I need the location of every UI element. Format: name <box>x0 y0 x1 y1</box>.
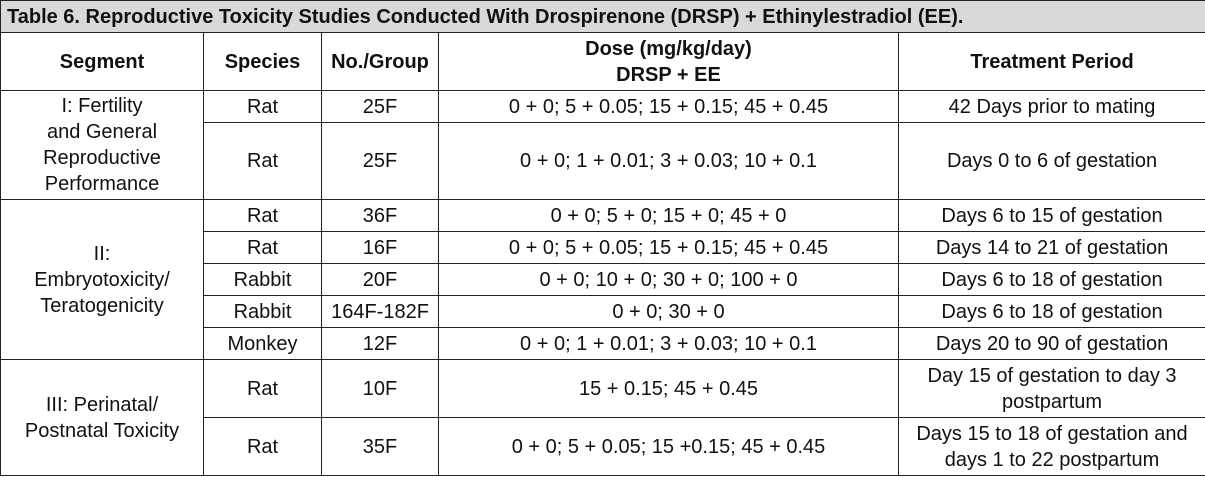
segment-cell-2: II: Embryotoxicity/Teratogenicity <box>0 199 204 360</box>
period-cell: Days 6 to 18 of gestation <box>897 263 1205 296</box>
species-cell: Rat <box>203 199 322 232</box>
segment-3-line: III: Perinatal/ <box>45 393 159 416</box>
table-row: Rat 35F 0 + 0; 5 + 0.05; 15 +0.15; 45 + … <box>1 417 1205 476</box>
period-line: days 1 to 22 postpartum <box>944 448 1160 471</box>
group-cell: 36F <box>321 199 439 232</box>
table-row: Monkey 12F 0 + 0; 1 + 0.01; 3 + 0.03; 10… <box>1 327 1205 360</box>
table-row: II: Embryotoxicity/Teratogenicity Rat 36F… <box>0 199 1205 360</box>
period-line: postpartum <box>1001 390 1103 413</box>
dose-cell: 0 + 0; 10 + 0; 30 + 0; 100 + 0 <box>438 263 899 296</box>
dose-cell: 0 + 0; 30 + 0 <box>438 295 899 328</box>
group-cell: 12F <box>321 327 439 360</box>
segment-cell-3: III: Perinatal/Postnatal Toxicity <box>0 359 204 476</box>
reproductive-toxicity-table: Table 6. Reproductive Toxicity Studies C… <box>0 0 1205 476</box>
dose-cell: 0 + 0; 5 + 0.05; 15 +0.15; 45 + 0.45 <box>438 417 899 476</box>
segment-2-line: Embryotoxicity/ <box>34 268 170 291</box>
header-segment: Segment <box>0 32 204 91</box>
period-cell: 42 Days prior to mating <box>897 90 1205 123</box>
header-row: Segment Species No./Group Dose (mg/kg/da… <box>0 32 1205 91</box>
table-row: Rat 16F 0 + 0; 5 + 0.05; 15 + 0.15; 45 +… <box>1 231 1205 264</box>
dose-cell: 15 + 0.15; 45 + 0.45 <box>438 359 899 418</box>
header-dose-line1: Dose (mg/kg/day) <box>585 37 752 60</box>
group-cell: 25F <box>321 90 439 123</box>
segment-1-line: Performance <box>44 173 160 195</box>
dose-cell: 0 + 0; 1 + 0.01; 3 + 0.03; 10 + 0.1 <box>438 327 899 360</box>
segment-1-line: I: Fertility <box>61 95 143 117</box>
table-row: Rat 25F 0 + 0; 1 + 0.01; 3 + 0.03; 10 + … <box>1 122 1205 200</box>
segment-1-line: Reproductive <box>43 147 161 169</box>
species-cell: Rabbit <box>203 295 322 328</box>
species-cell: Rat <box>203 359 322 418</box>
header-dose-line2: DRSP + EE <box>616 63 721 86</box>
group-cell: 10F <box>321 359 439 418</box>
group-cell: 164F-182F <box>321 295 439 328</box>
species-cell: Rat <box>203 417 322 476</box>
segment-1-line: and General <box>46 121 158 143</box>
table-caption: Table 6. Reproductive Toxicity Studies C… <box>0 0 1205 33</box>
header-treatment-period: Treatment Period <box>897 32 1205 91</box>
period-line: Days 15 to 18 of gestation and <box>916 422 1188 445</box>
table-row: III: Perinatal/Postnatal Toxicity Rat 10… <box>0 359 1205 476</box>
period-cell: Days 15 to 18 of gestation and days 1 to … <box>897 417 1205 476</box>
group-cell: 35F <box>321 417 439 476</box>
species-cell: Monkey <box>203 327 322 360</box>
table-row: Rabbit 164F-182F 0 + 0; 30 + 0 Days 6 to… <box>1 295 1205 328</box>
period-cell: Day 15 of gestation to day 3 postpartum <box>897 359 1205 418</box>
header-species: Species <box>203 32 322 91</box>
segment-cell-1: I: Fertility and General Reproductive Perfo… <box>0 90 204 200</box>
period-cell: Days 6 to 15 of gestation <box>897 199 1205 232</box>
table-row: I: Fertility and General Reproductive Perfo… <box>0 90 1205 200</box>
dose-cell: 0 + 0; 5 + 0.05; 15 + 0.15; 45 + 0.45 <box>438 231 899 264</box>
dose-cell: 0 + 0; 1 + 0.01; 3 + 0.03; 10 + 0.1 <box>438 122 899 200</box>
header-dose: Dose (mg/kg/day) DRSP + EE <box>438 32 899 91</box>
group-cell: 16F <box>321 231 439 264</box>
species-cell: Rat <box>203 90 322 123</box>
species-cell: Rat <box>203 122 322 200</box>
segment-2-line: II: <box>93 242 111 265</box>
header-no-group: No./Group <box>321 32 439 91</box>
period-line: Day 15 of gestation to day 3 <box>927 364 1177 387</box>
table-row: Rabbit 20F 0 + 0; 10 + 0; 30 + 0; 100 + … <box>1 263 1205 296</box>
species-cell: Rat <box>203 231 322 264</box>
group-cell: 25F <box>321 122 439 200</box>
segment-3-line: Postnatal Toxicity <box>24 419 180 442</box>
period-cell: Days 6 to 18 of gestation <box>897 295 1205 328</box>
species-cell: Rabbit <box>203 263 322 296</box>
period-cell: Days 0 to 6 of gestation <box>897 122 1205 200</box>
dose-cell: 0 + 0; 5 + 0; 15 + 0; 45 + 0 <box>438 199 899 232</box>
period-cell: Days 14 to 21 of gestation <box>897 231 1205 264</box>
segment-2-line: Teratogenicity <box>40 294 164 317</box>
dose-cell: 0 + 0; 5 + 0.05; 15 + 0.15; 45 + 0.45 <box>438 90 899 123</box>
group-cell: 20F <box>321 263 439 296</box>
period-cell: Days 20 to 90 of gestation <box>897 327 1205 360</box>
